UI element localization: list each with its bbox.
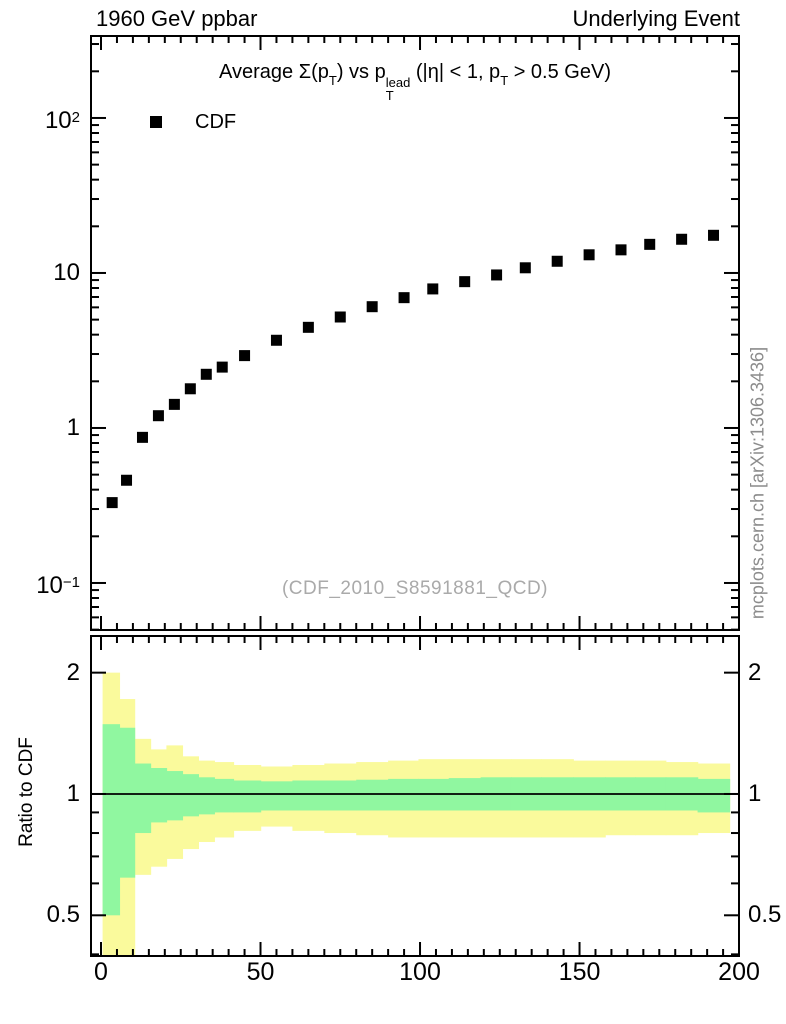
data-stat-uncertainty-band [214,778,235,813]
y-tick-label: 0.5 [46,901,80,929]
data-point-marker [519,262,531,274]
y-tick-label: 102 [44,106,80,134]
ratio-plot-area [90,635,740,957]
data-stat-uncertainty-band [233,780,262,813]
data-point-marker [239,350,251,362]
data-point-marker [216,361,228,373]
data-stat-uncertainty-band [324,780,357,811]
legend-label-cdf: CDF [195,110,237,133]
data-stat-uncertainty-band [150,767,168,823]
legend: CDF [150,110,237,133]
data-point-marker [106,497,118,509]
data-point-marker [615,244,627,256]
data-stat-uncertainty-band [166,771,184,821]
data-point-marker [708,229,720,241]
x-tick-label: 100 [399,958,441,986]
data-stat-uncertainty-band [697,778,731,813]
x-tick-label: 50 [246,958,275,986]
y-tick-label: 1 [66,413,80,441]
data-point-marker [491,269,503,281]
data-point-marker [676,233,688,245]
y-tick-label: 10−1 [36,571,80,599]
data-stat-uncertainty-band [134,763,152,834]
data-stat-uncertainty-band [260,781,294,811]
data-stat-uncertainty-band [198,777,215,815]
data-point-marker [583,249,595,261]
analysis-id-watermark: (CDF_2010_S8591881_QCD) [281,578,549,599]
mcplots-credit-text: mcplots.cern.ch [arXiv:1306.3436] [747,346,768,620]
data-point-marker [152,410,164,422]
y-tick-label: 0.5 [748,901,782,929]
data-stat-uncertainty-band [102,724,121,916]
data-point-marker [644,238,656,250]
x-tick-label: 0 [94,958,108,986]
x-tick-label: 200 [718,958,760,986]
x-tick-label: 150 [558,958,601,986]
data-point-marker [121,474,133,486]
data-stat-uncertainty-band [182,774,200,817]
data-point-marker [184,383,196,395]
data-point-marker [551,255,563,267]
y-tick-label: 10 [53,258,80,286]
data-stat-uncertainty-band [356,779,389,811]
x-tick-labels: 0 50 100 150 200 [0,959,786,989]
data-point-marker [398,292,410,304]
main-plot-area [90,35,740,631]
beam-energy-label: 1960 GeV ppbar [96,6,258,31]
data-point-marker [334,311,346,323]
y-tick-label: 1 [748,779,762,807]
y-tick-label: 1 [66,779,80,807]
data-point-marker [366,301,378,313]
data-point-marker [302,321,314,333]
y-tick-label: 2 [66,658,80,686]
data-point-marker [136,431,148,443]
plot-title: Average Σ(pT) vs p lead T (|η| < 1, pT > 0… [219,61,611,103]
ratio-y-axis-label-text: Ratio to CDF [16,737,37,847]
data-point-marker [270,334,282,346]
data-stat-uncertainty-band [119,727,136,878]
data-stat-uncertainty-band [292,780,326,811]
data-point-marker [168,398,180,410]
data-point-marker [427,283,439,295]
data-point-marker [459,276,471,288]
analysis-category-label: Underlying Event [572,6,740,31]
y-tick-label: 2 [748,658,762,686]
data-point-marker [200,368,212,380]
cdf-square-marker-icon [150,116,162,128]
